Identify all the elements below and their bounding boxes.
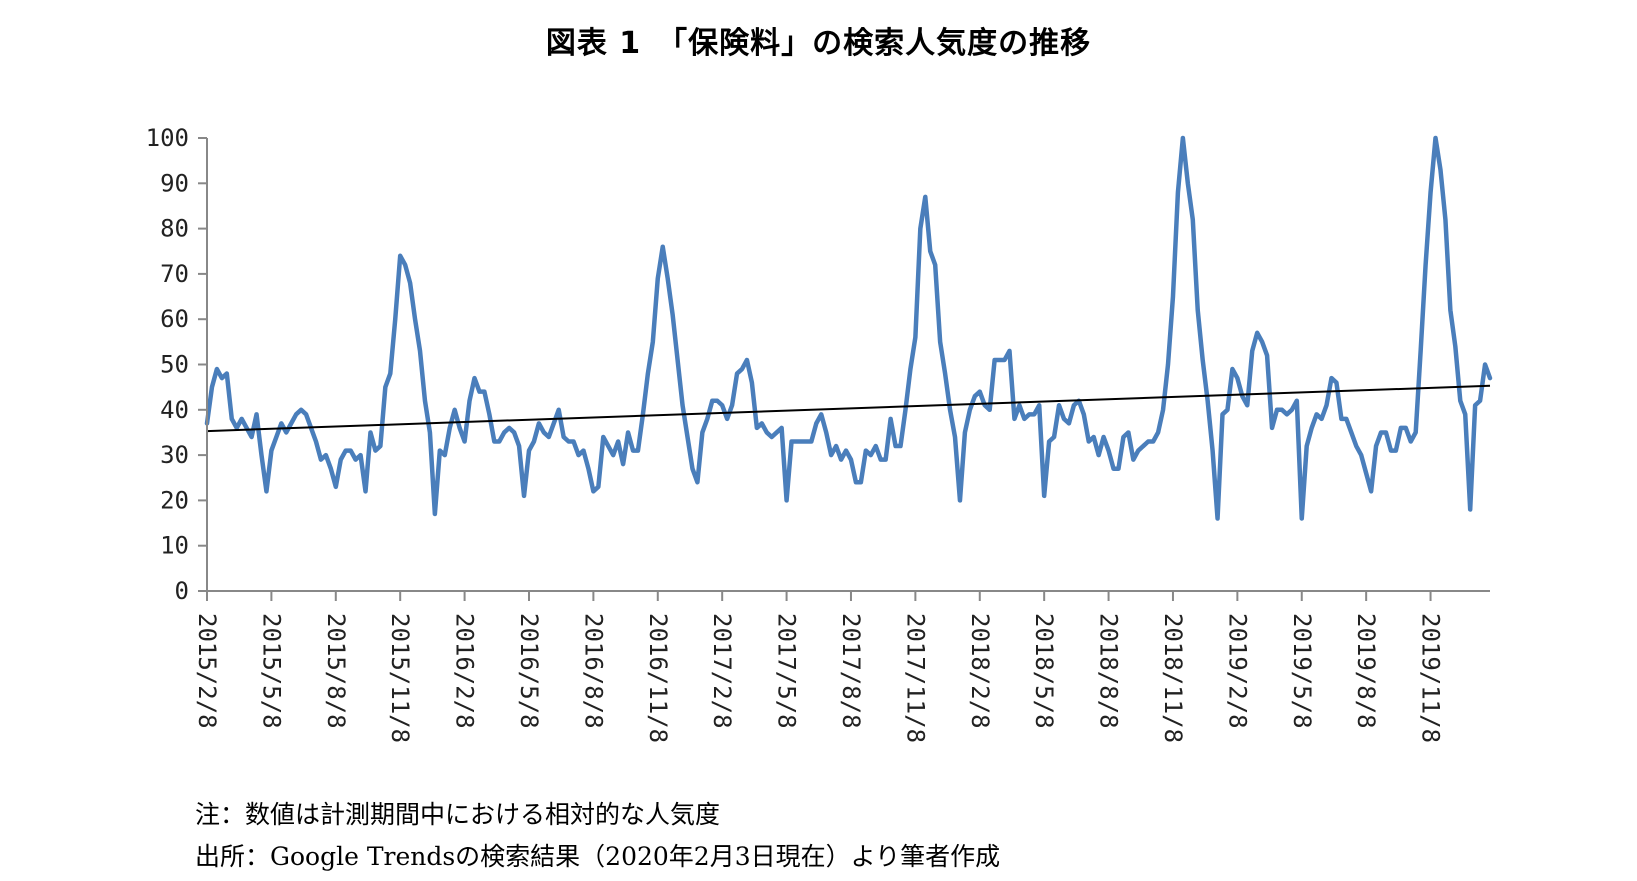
y-tick-label: 0 [175, 577, 189, 605]
x-tick-label: 2015/2/8 [193, 613, 221, 729]
x-tick-label: 2015/11/8 [386, 613, 414, 743]
y-axis-ticks: 0 10 20 30 40 50 60 70 80 90 100 [146, 124, 207, 605]
x-tick-label: 2019/8/8 [1352, 613, 1380, 729]
y-tick-label: 60 [160, 305, 189, 333]
series-line [204, 135, 1493, 521]
y-tick-label: 90 [160, 169, 189, 197]
x-tick-label: 2017/5/8 [773, 613, 801, 729]
chart-note: 注：数値は計測期間中における相対的な人気度 [195, 800, 721, 829]
x-tick-label: 2016/2/8 [451, 613, 479, 729]
x-tick-label: 2016/8/8 [579, 613, 607, 729]
x-tick-label: 2016/11/8 [644, 613, 672, 743]
x-tick-label: 2019/5/8 [1288, 613, 1316, 729]
y-tick-label: 20 [160, 486, 189, 514]
chart-title: 図表 1 「保険料」の検索人気度の推移 [545, 26, 1092, 61]
trend-layer [206, 384, 1491, 433]
x-tick-label: 2018/2/8 [966, 613, 994, 729]
x-tick-label: 2017/8/8 [837, 613, 865, 729]
x-tick-label: 2017/11/8 [901, 613, 929, 743]
x-tick-label: 2019/11/8 [1417, 613, 1445, 743]
x-axis-ticks: 2015/2/8 2015/5/8 2015/8/8 2015/11/8 2016/2/… [193, 591, 1445, 743]
series-layer [204, 135, 1493, 521]
x-tick-label: 2018/8/8 [1095, 613, 1123, 729]
y-tick-label: 70 [160, 260, 189, 288]
y-tick-label: 80 [160, 215, 189, 243]
x-tick-label: 2015/5/8 [257, 613, 285, 729]
y-tick-label: 100 [146, 124, 189, 152]
y-tick-label: 40 [160, 396, 189, 424]
y-tick-label: 30 [160, 441, 189, 469]
y-tick-label: 10 [160, 532, 189, 560]
x-tick-label: 2015/8/8 [322, 613, 350, 729]
x-tick-label: 2018/11/8 [1159, 613, 1187, 743]
trend-line [206, 384, 1491, 433]
chart-source: 出所：Google Trendsの検索結果（2020年2月3日現在）より筆者作成 [195, 842, 1001, 871]
x-tick-label: 2018/5/8 [1030, 613, 1058, 729]
y-tick-label: 50 [160, 351, 189, 379]
x-tick-label: 2019/2/8 [1223, 613, 1251, 729]
x-tick-label: 2017/2/8 [708, 613, 736, 729]
x-tick-label: 2016/5/8 [515, 613, 543, 729]
